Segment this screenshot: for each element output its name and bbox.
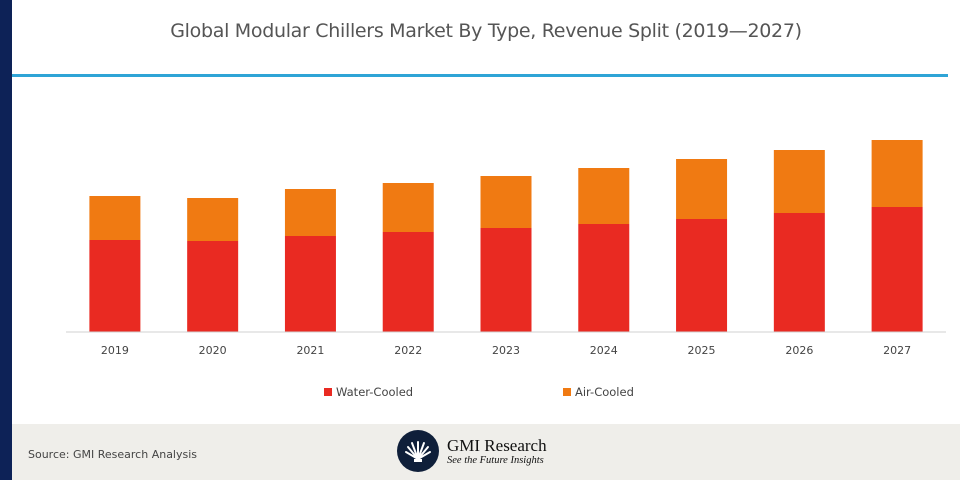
x-tick-label: 2027 [883, 344, 911, 357]
bar-water-cooled-2024 [578, 224, 630, 332]
bar-air-cooled-2022 [382, 183, 434, 232]
bar-water-cooled-2022 [382, 232, 434, 332]
bar-water-cooled-2019 [89, 240, 141, 332]
legend-swatch-water-cooled [324, 388, 332, 396]
x-tick-label: 2021 [296, 344, 324, 357]
bar-air-cooled-2023 [480, 176, 532, 228]
x-tick-label: 2019 [101, 344, 129, 357]
bars-group [89, 140, 923, 332]
fan-logo-icon [397, 430, 439, 472]
bar-water-cooled-2026 [773, 213, 825, 332]
bar-water-cooled-2020 [187, 241, 239, 332]
bar-air-cooled-2020 [187, 198, 239, 241]
bar-water-cooled-2023 [480, 228, 532, 332]
legend-label-water-cooled: Water-Cooled [336, 385, 414, 399]
x-tick-labels: 2019 2020 2021 2022 2023 2024 2025 2026 2027 [101, 344, 911, 357]
gmi-logo: GMI Research See the Future Insights [397, 430, 547, 472]
source-note: Source: GMI Research Analysis [28, 448, 198, 461]
x-tick-label: 2022 [394, 344, 422, 357]
title-divider [12, 74, 948, 77]
x-tick-label: 2026 [785, 344, 813, 357]
bar-air-cooled-2026 [773, 150, 825, 213]
chart-title: Global Modular Chillers Market By Type, … [170, 20, 802, 42]
bar-air-cooled-2019 [89, 196, 141, 240]
bar-air-cooled-2024 [578, 168, 630, 224]
footer: Source: GMI Research Analysis GMI Resear… [12, 424, 960, 480]
bar-water-cooled-2021 [284, 236, 336, 332]
legend-swatch-air-cooled [563, 388, 571, 396]
bar-air-cooled-2027 [871, 140, 923, 207]
left-accent-bar [0, 0, 12, 480]
bar-air-cooled-2021 [284, 189, 336, 236]
bar-air-cooled-2025 [676, 159, 728, 219]
brand-name: GMI Research [447, 435, 547, 455]
brand-tagline: See the Future Insights [447, 454, 544, 466]
legend-item-air-cooled[interactable]: Air-Cooled [563, 385, 634, 399]
legend-item-water-cooled[interactable]: Water-Cooled [324, 385, 413, 399]
x-tick-label: 2020 [199, 344, 227, 357]
bar-water-cooled-2027 [871, 207, 923, 332]
x-tick-label: 2025 [688, 344, 716, 357]
x-tick-label: 2023 [492, 344, 520, 357]
bar-water-cooled-2025 [676, 219, 728, 332]
x-tick-label: 2024 [590, 344, 618, 357]
stacked-bar-chart: 2019 2020 2021 2022 2023 2024 2025 2026 2027 [66, 140, 946, 357]
legend-label-air-cooled: Air-Cooled [575, 385, 634, 399]
